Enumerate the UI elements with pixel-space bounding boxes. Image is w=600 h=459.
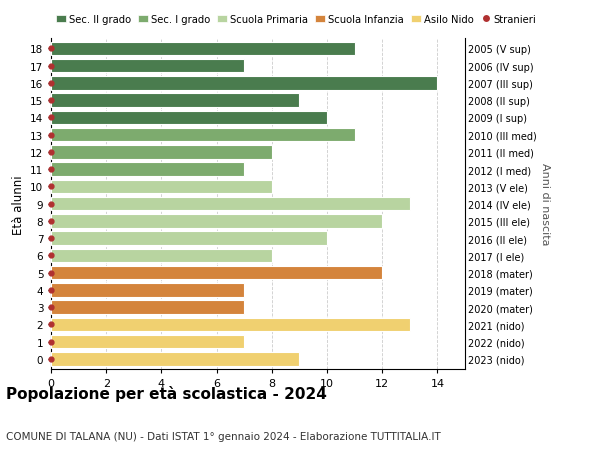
Legend: Sec. II grado, Sec. I grado, Scuola Primaria, Scuola Infanzia, Asilo Nido, Stran: Sec. II grado, Sec. I grado, Scuola Prim…	[52, 11, 541, 29]
Bar	[51, 94, 299, 108]
Bar	[51, 232, 327, 246]
Bar	[51, 163, 244, 177]
Bar	[51, 301, 244, 314]
Text: Popolazione per età scolastica - 2024: Popolazione per età scolastica - 2024	[6, 386, 327, 402]
Bar	[51, 180, 272, 194]
Bar	[51, 43, 355, 56]
Bar	[51, 112, 327, 125]
Bar	[51, 77, 437, 90]
Text: COMUNE DI TALANA (NU) - Dati ISTAT 1° gennaio 2024 - Elaborazione TUTTITALIA.IT: COMUNE DI TALANA (NU) - Dati ISTAT 1° ge…	[6, 431, 441, 441]
Bar	[51, 215, 382, 228]
Bar	[51, 249, 272, 263]
Bar	[51, 284, 244, 297]
Bar	[51, 353, 299, 366]
Bar	[51, 197, 410, 211]
Bar	[51, 335, 244, 349]
Y-axis label: Età alunni: Età alunni	[11, 174, 25, 234]
Bar	[51, 146, 272, 159]
Bar	[51, 129, 355, 142]
Bar	[51, 266, 382, 280]
Bar	[51, 60, 244, 73]
Y-axis label: Anni di nascita: Anni di nascita	[541, 163, 550, 246]
Bar	[51, 318, 410, 331]
